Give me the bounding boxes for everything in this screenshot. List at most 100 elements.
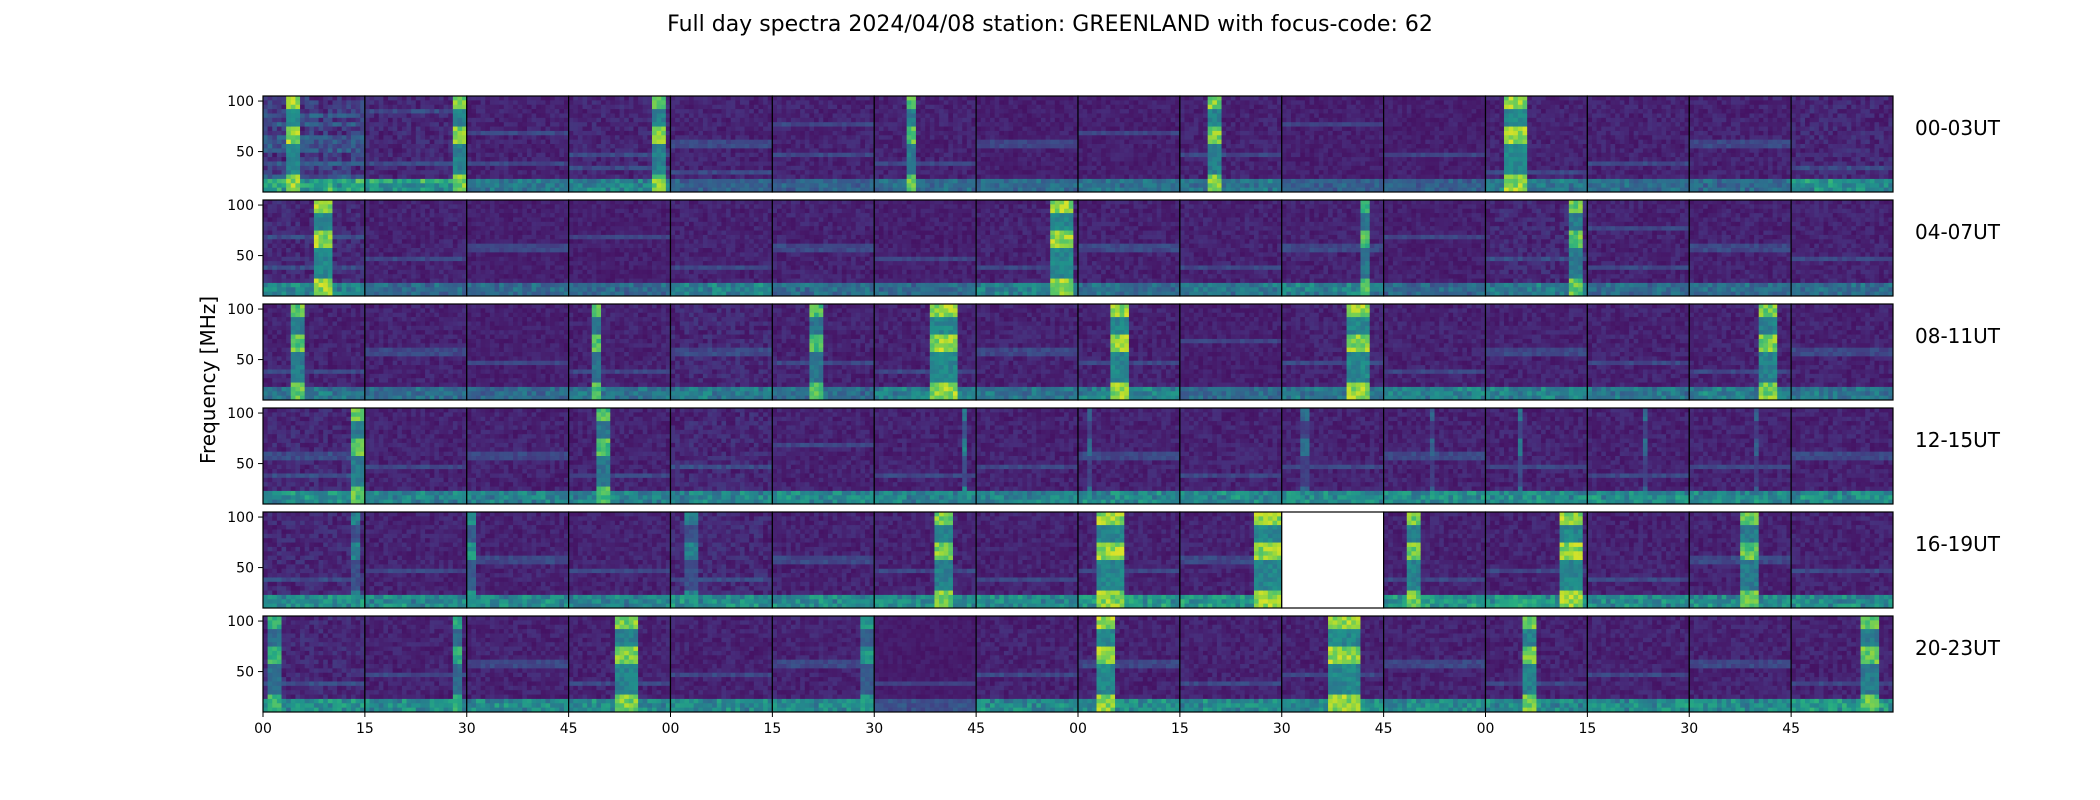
- spectrum-cell: [407, 96, 412, 101]
- spectrum-cell: [402, 148, 407, 153]
- spectrum-cell: [319, 127, 324, 132]
- spectrum-cell: [332, 144, 337, 149]
- spectrum-cell: [309, 161, 314, 166]
- spectrum-cell: [416, 153, 421, 158]
- spectrum-cell: [425, 118, 430, 123]
- spectrum-cell: [319, 161, 324, 166]
- spectrum-cell: [314, 144, 319, 149]
- spectrum-cell: [402, 105, 407, 110]
- spectrum-cell: [397, 166, 402, 171]
- spectrum-cell: [309, 148, 314, 153]
- spectrum-cell: [370, 166, 375, 171]
- spectrum-cell: [337, 100, 342, 105]
- spectrum-cell: [328, 140, 333, 145]
- spectrum-cell: [351, 105, 356, 110]
- spectrum-cell: [420, 170, 425, 175]
- spectrum-cell: [277, 153, 282, 158]
- spectrum-cell: [374, 166, 379, 171]
- spectrum-cell: [430, 122, 435, 127]
- spectrum-cell: [393, 161, 398, 166]
- spectrum-cell: [272, 179, 277, 184]
- spectrum-cell: [268, 170, 273, 175]
- spectrum-cell: [365, 157, 370, 162]
- spectrum-cell: [393, 153, 398, 158]
- spectrum-cell: [351, 100, 356, 105]
- spectrum-cell: [295, 127, 300, 132]
- spectrum-cell: [383, 127, 388, 132]
- spectrum-cell: [282, 135, 287, 140]
- spectrum-cell: [374, 170, 379, 175]
- spectrum-cell: [319, 131, 324, 136]
- spectrum-cell: [314, 113, 319, 118]
- spectrum-cell: [328, 105, 333, 110]
- spectrum-cell: [286, 148, 291, 153]
- spectrum-cell: [323, 148, 328, 153]
- spectra-grid: 1005000-03UT1005004-07UT1005008-11UT1005…: [0, 0, 2100, 800]
- spectrum-cell: [420, 161, 425, 166]
- spectrum-cell: [365, 153, 370, 158]
- spectrum-cell: [305, 100, 310, 105]
- spectrum-cell: [295, 100, 300, 105]
- spectrum-cell: [263, 118, 268, 123]
- spectrum-cell: [291, 131, 296, 136]
- spectrum-cell: [272, 131, 277, 136]
- spectrum-cell: [411, 105, 416, 110]
- spectrum-cell: [332, 131, 337, 136]
- spectrum-cell: [272, 148, 277, 153]
- spectrum-cell: [268, 100, 273, 105]
- spectrum-cell: [379, 140, 384, 145]
- spectrum-cell: [286, 183, 291, 188]
- spectrum-cell: [370, 179, 375, 184]
- spectrum-cell: [346, 183, 351, 188]
- spectrum-cell: [295, 161, 300, 166]
- spectrum-cell: [328, 166, 333, 171]
- spectrum-cell: [393, 131, 398, 136]
- spectrum-cell: [374, 96, 379, 101]
- spectrum-cell: [342, 113, 347, 118]
- spectrum-cell: [291, 109, 296, 114]
- spectrum-cell: [425, 157, 430, 162]
- spectrum-cell: [370, 148, 375, 153]
- spectrum-cell: [374, 144, 379, 149]
- spectrum-cell: [291, 161, 296, 166]
- spectrum-cell: [277, 170, 282, 175]
- spectrum-cell: [365, 100, 370, 105]
- spectrum-cell: [365, 135, 370, 140]
- spectrum-cell: [416, 183, 421, 188]
- spectrum-cell: [356, 161, 361, 166]
- spectrum-cell: [314, 140, 319, 145]
- spectrum-cell: [374, 113, 379, 118]
- spectrum-cell: [346, 148, 351, 153]
- spectrum-cell: [286, 153, 291, 158]
- spectrum-cell: [388, 109, 393, 114]
- spectrum-cell: [393, 127, 398, 132]
- spectrum-cell: [319, 140, 324, 145]
- spectrum-cell: [388, 153, 393, 158]
- spectrum-cell: [402, 127, 407, 132]
- spectrum-cell: [263, 113, 268, 118]
- spectrum-cell: [282, 175, 287, 180]
- spectrum-cell: [407, 100, 412, 105]
- spectrum-cell: [402, 109, 407, 114]
- spectrum-cell: [393, 135, 398, 140]
- spectrum-cell: [356, 183, 361, 188]
- spectrum-cell: [263, 166, 268, 171]
- spectrum-cell: [342, 175, 347, 180]
- spectrum-cell: [300, 135, 305, 140]
- spectrum-cell: [393, 175, 398, 180]
- spectrum-cell: [305, 170, 310, 175]
- spectrum-cell: [263, 183, 268, 188]
- spectrum-cell: [342, 148, 347, 153]
- spectrum-cell: [314, 179, 319, 184]
- spectrum-cell: [286, 144, 291, 149]
- spectrum-cell: [295, 118, 300, 123]
- spectrum-cell: [351, 148, 356, 153]
- spectrum-cell: [277, 109, 282, 114]
- spectrum-cell: [425, 127, 430, 132]
- spectrum-cell: [393, 140, 398, 145]
- spectrum-cell: [286, 166, 291, 171]
- spectrum-cell: [411, 166, 416, 171]
- spectrum-cell: [319, 183, 324, 188]
- spectrum-cell: [282, 166, 287, 171]
- spectrum-cell: [300, 166, 305, 171]
